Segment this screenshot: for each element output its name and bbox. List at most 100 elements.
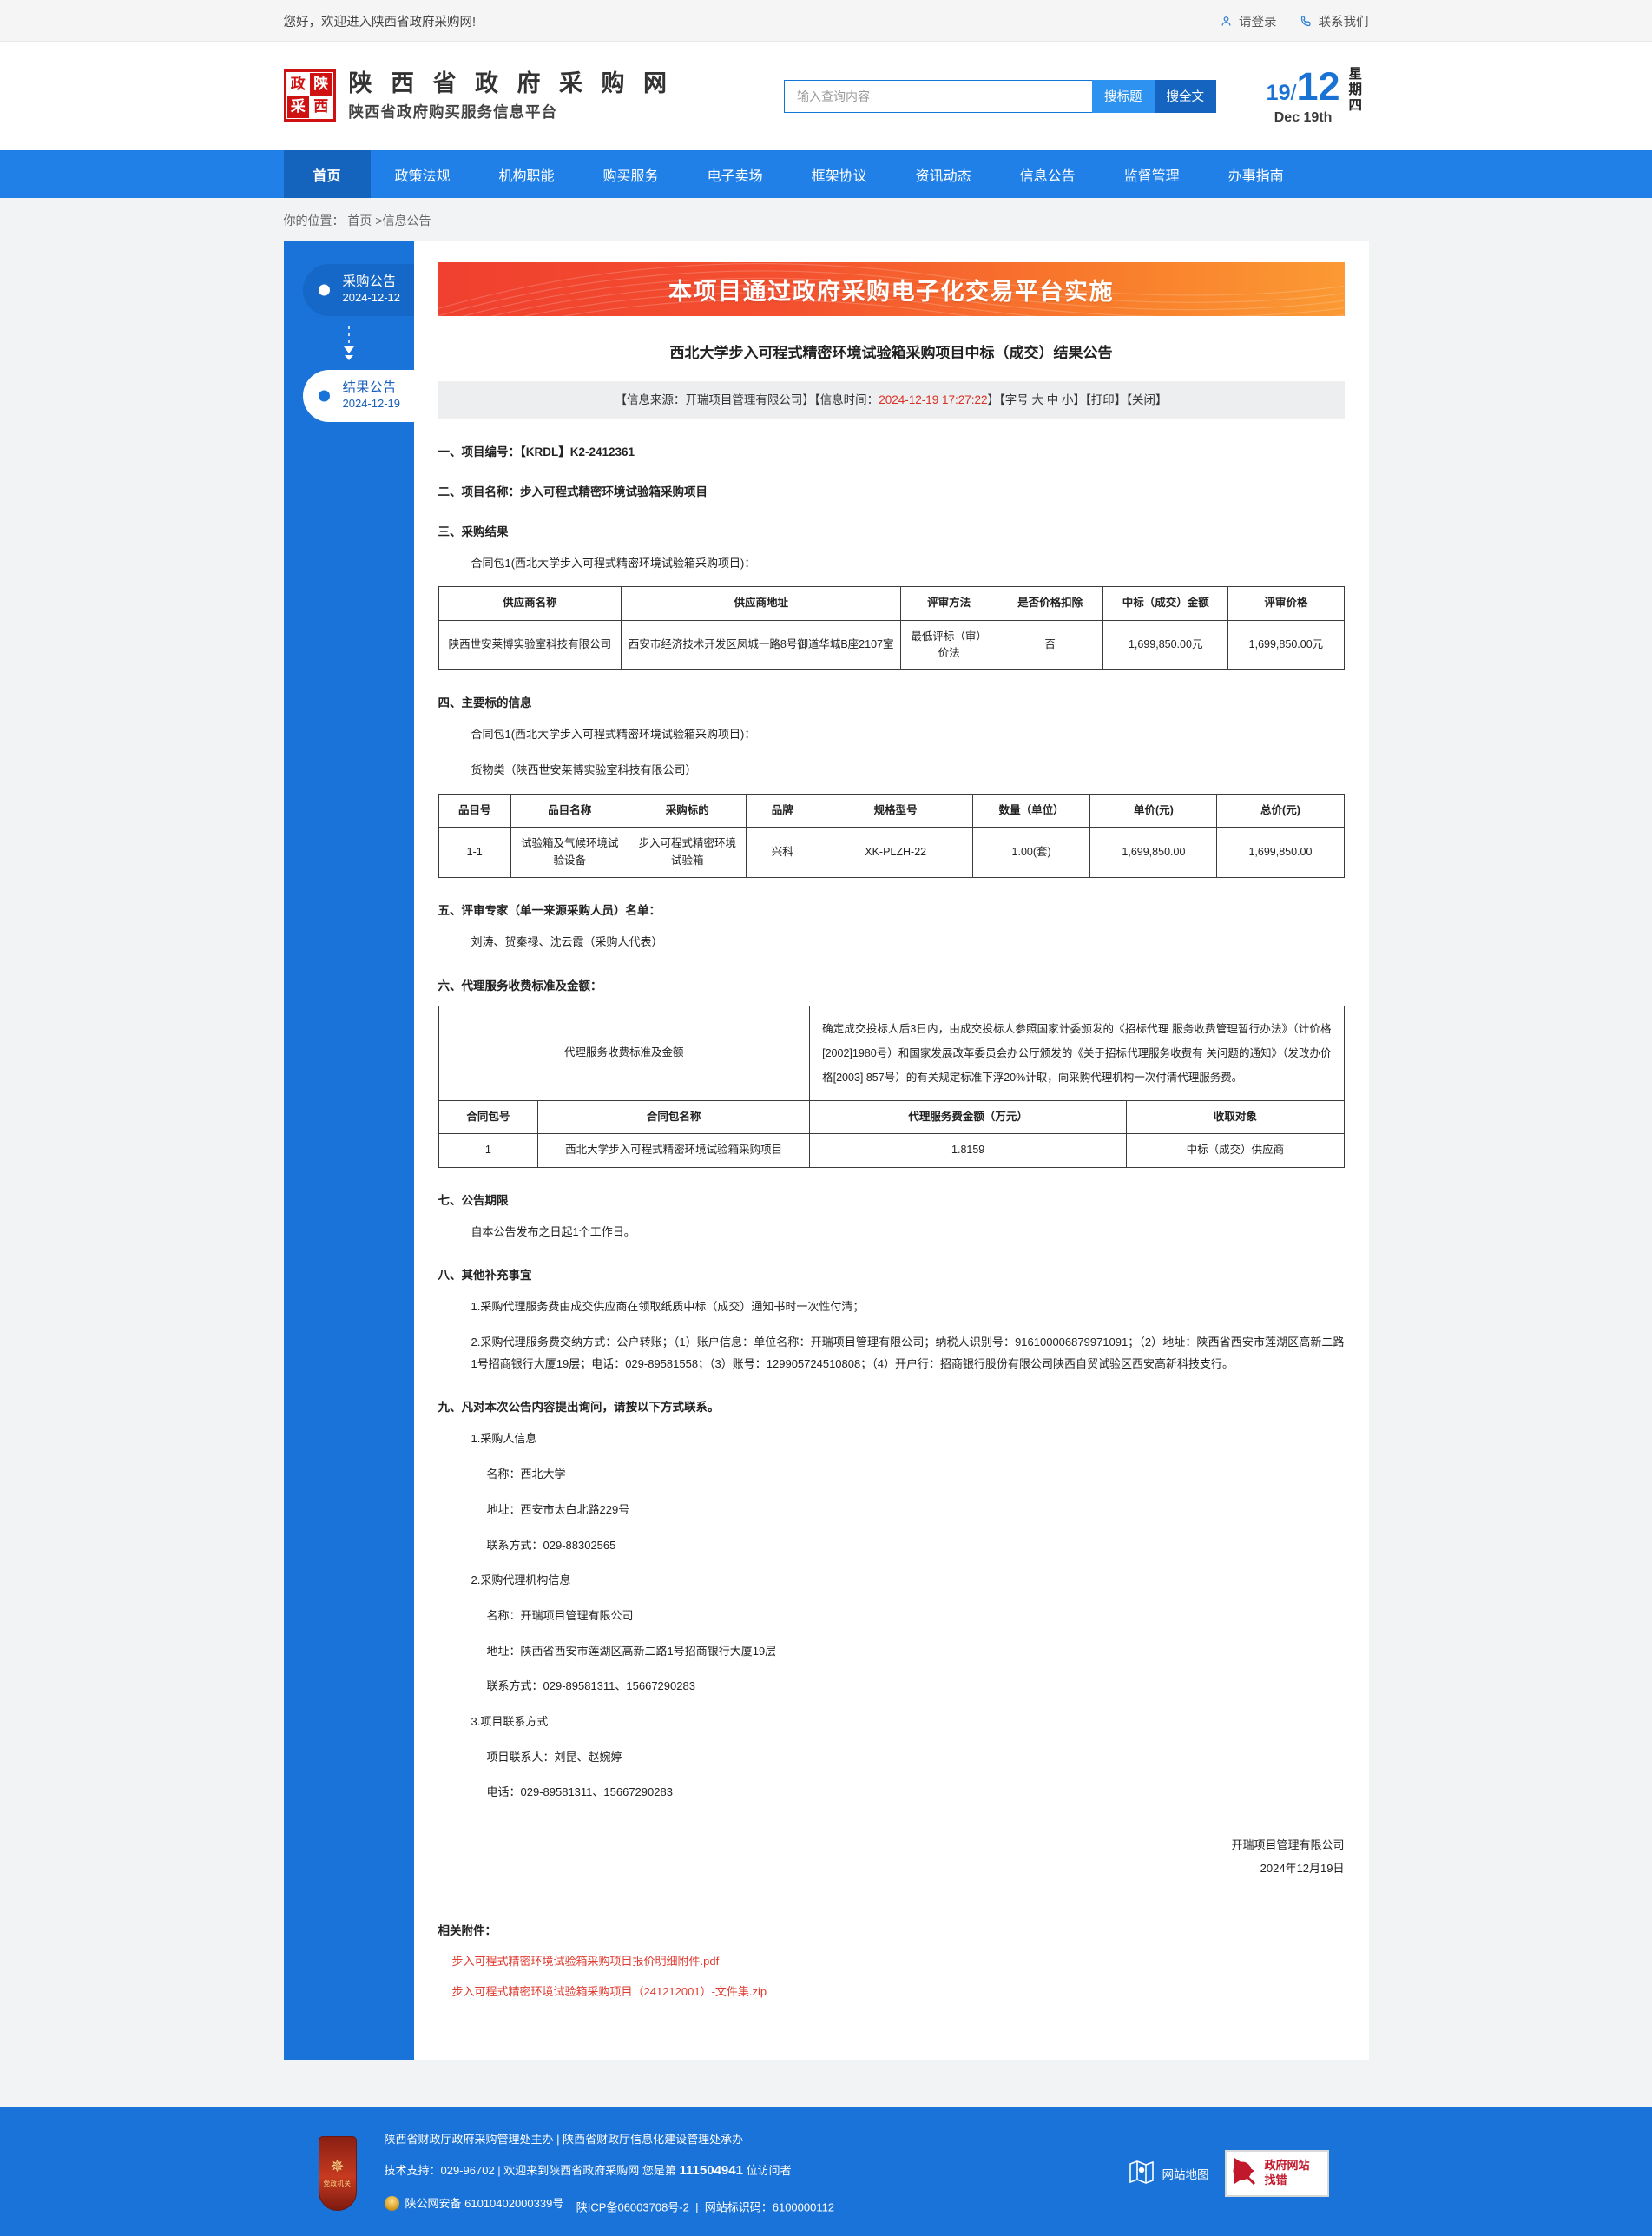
section-8-paragraph-2: 2.采购代理服务费交纳方式：公户转账；（1）账户信息：单位名称：开瑞项目管理有限… xyxy=(471,1336,1345,1370)
table-cell: 最低评标（审）价法 xyxy=(900,619,998,671)
column-header: 单价(元) xyxy=(1089,793,1218,828)
seal-icon: 政 陕 采 西 xyxy=(283,69,336,122)
search-title-button[interactable]: 搜标题 xyxy=(1092,79,1155,113)
section-5-heading: 五、评审专家（单一来源采购人员）名单： xyxy=(438,903,661,917)
page-body: 采购公告 2024-12-12 结果公告 2024-12-19 xyxy=(0,241,1652,2094)
nav-item-9[interactable]: 办事指南 xyxy=(1227,168,1284,184)
seal-char-1: 政 xyxy=(290,75,306,93)
fee-text-cell: 确定成交投标人后3日内，由成交投标人参照国家计委颁发的《招标代理 服务收费管理暂… xyxy=(809,1005,1345,1101)
nav-item-2[interactable]: 机构职能 xyxy=(498,168,555,184)
table-row: 陕西世安莱博实验室科技有限公司 西安市经济技术开发区凤城一路8号御道华城B座210… xyxy=(438,619,1345,671)
section-3-package: 合同包1(西北大学步入可程式精密环境试验箱采购项目)： xyxy=(471,556,756,570)
search-fulltext-button[interactable]: 搜全文 xyxy=(1154,79,1217,113)
nav-item-6[interactable]: 资讯动态 xyxy=(915,168,971,184)
meta-time-label: 【信息时间： xyxy=(813,393,879,406)
section-9-heading: 九、凡对本次公告内容提出询问，请按以下方式联系。 xyxy=(438,1401,720,1415)
nav-item-5[interactable]: 框架协议 xyxy=(811,168,867,184)
breadcrumb-prefix: 你的位置： xyxy=(283,214,345,228)
nav-item-3[interactable]: 购买服务 xyxy=(602,168,659,184)
site-logo[interactable]: 政 陕 采 西 陕 西 省 政 府 采 购 网 陕西省政府购买服务信息平台 xyxy=(283,69,674,122)
table-cell: XK-PLZH-22 xyxy=(818,827,973,878)
gov-badge-line1: 政府网站 xyxy=(1264,2159,1310,2173)
nav-item-4[interactable]: 电子卖场 xyxy=(707,168,763,184)
purchaser-info-heading: 1.采购人信息 xyxy=(471,1432,537,1446)
project-contact-phone: 电话：029-89581311、15667290283 xyxy=(486,1785,673,1799)
login-label: 请登录 xyxy=(1239,15,1277,30)
table-cell: 1,699,850.00元 xyxy=(1102,619,1229,671)
section-6-heading: 六、代理服务收费标准及金额： xyxy=(438,979,602,993)
footer-authority-line: 陕西省财政厅政府采购管理处主办 | 陕西省财政厅信息化建设管理处承办 xyxy=(384,2132,744,2146)
column-header: 代理服务费金额（万元） xyxy=(809,1099,1128,1135)
section-8-heading: 八、其他补充事宜 xyxy=(438,1269,532,1283)
meta-source-close: 】 xyxy=(802,393,814,406)
bullet-icon xyxy=(318,284,330,296)
meta-source-label: 【信息来源： xyxy=(615,393,686,406)
sitemap-label: 网站地图 xyxy=(1162,2167,1209,2181)
search-bar: 搜标题 搜全文 xyxy=(784,79,1217,113)
contact-link[interactable]: 联系我们 xyxy=(1300,12,1369,30)
fontsize-control[interactable]: 【字号 大 中 小】 xyxy=(999,393,1086,406)
section-4-category: 货物类（陕西世安莱博实验室科技有限公司） xyxy=(471,763,697,777)
table-cell: 西北大学步入可程式精密环境试验箱采购项目 xyxy=(537,1133,811,1168)
police-record-text: 陕公网安备 61010402000339号 xyxy=(405,2196,564,2210)
column-header: 评审方法 xyxy=(900,586,998,621)
attachments-heading: 相关附件： xyxy=(438,1923,497,1937)
date-slash: / xyxy=(1290,80,1297,105)
meta-time: 2024-12-19 17:27:22 xyxy=(879,393,988,406)
print-button[interactable]: 【打印】 xyxy=(1085,393,1127,406)
police-record-link[interactable]: 陕公网安备 61010402000339号 xyxy=(384,2195,564,2213)
table-header-row: 供应商名称 供应商地址 评审方法 是否价格扣除 中标（成交）金额 评审价格 xyxy=(438,586,1345,621)
login-link[interactable]: 请登录 xyxy=(1220,12,1277,30)
top-bar: 您好，欢迎进入陕西省政府采购网! 请登录 xyxy=(0,0,1652,42)
nav-item-7[interactable]: 信息公告 xyxy=(1019,168,1076,184)
breadcrumb-separator: > xyxy=(375,214,383,228)
attachment-link[interactable]: 步入可程式精密环境试验箱采购项目报价明细附件.pdf xyxy=(451,1954,720,1968)
close-button[interactable]: 【关闭】 xyxy=(1126,393,1168,406)
sitemap-link[interactable]: 网站地图 xyxy=(1129,2159,1209,2187)
agency-address: 地址：陕西省西安市莲湖区高新二路1号招商银行大厦19层 xyxy=(486,1644,777,1658)
breadcrumb-home[interactable]: 首页 xyxy=(347,214,372,228)
table-cell: 1.8159 xyxy=(809,1133,1128,1168)
column-header: 品牌 xyxy=(746,793,819,828)
table-cell: 陕西世安莱博实验室科技有限公司 xyxy=(438,619,622,671)
column-header: 中标（成交）金额 xyxy=(1102,586,1229,621)
seal-char-3: 采 xyxy=(286,96,309,119)
emblem-glyph: ✵ xyxy=(330,2157,345,2176)
sidebar-item-date: 2024-12-19 xyxy=(342,397,401,411)
breadcrumb-current: 信息公告 xyxy=(382,214,431,228)
sidebar-item-purchase-notice[interactable]: 采购公告 2024-12-12 xyxy=(302,264,414,316)
gov-website-report-badge[interactable]: 政府网站 找错 xyxy=(1224,2149,1329,2197)
column-header: 供应商地址 xyxy=(621,586,902,621)
column-header: 收取对象 xyxy=(1126,1099,1345,1135)
section-1-heading: 一、项目编号：【KRDL】K2-2412361 xyxy=(438,445,635,458)
sidebar-item-title: 结果公告 xyxy=(342,379,397,395)
nav-item-1[interactable]: 政策法规 xyxy=(394,168,451,184)
bullet-icon xyxy=(318,390,330,402)
project-contact-person: 项目联系人：刘昆、赵婉婷 xyxy=(486,1750,622,1764)
icp-link[interactable]: 陕ICP备06003708号-2 xyxy=(576,2200,689,2213)
meta-time-close: 】 xyxy=(987,393,1000,406)
section-8-paragraph-1: 1.采购代理服务费由成交供应商在领取纸质中标（成交）通知书时一次性付清； xyxy=(471,1300,865,1314)
section-5-experts: 刘涛、贺秦禄、沈云霞（采购人代表） xyxy=(471,934,663,948)
nav-item-8[interactable]: 监督管理 xyxy=(1123,168,1180,184)
notice-content: 本项目通过政府采购电子化交易平台实施 西北大学步入可程式精密环境试验箱采购项目中… xyxy=(413,241,1369,2060)
date-english: Dec 19th xyxy=(1274,109,1333,125)
phone-icon xyxy=(1300,15,1313,28)
table-cell: 兴科 xyxy=(746,827,819,878)
sidebar-item-date: 2024-12-12 xyxy=(342,291,401,305)
arrow-down-icon xyxy=(284,316,414,370)
sidebar-item-result-notice[interactable]: 结果公告 2024-12-19 xyxy=(302,370,414,422)
footer-record-line: 陕公网安备 61010402000339号 陕ICP备06003708号-2 |… xyxy=(384,2195,834,2216)
nav-item-0[interactable]: 首页 xyxy=(283,150,371,198)
table-cell: 试验箱及气候环境试验设备 xyxy=(510,827,629,878)
footer-support-line: 技术支持：029-96702 | 欢迎来到陕西省政府采购网 您是第 111504… xyxy=(385,2161,835,2181)
magnifier-icon xyxy=(1232,2154,1261,2192)
section-7-heading: 七、公告期限 xyxy=(438,1193,509,1207)
search-input[interactable] xyxy=(784,79,1093,113)
gov-badge-line2: 找错 xyxy=(1264,2173,1287,2187)
map-icon xyxy=(1129,2159,1154,2187)
welcome-text: 您好，欢迎进入陕西省政府采购网! xyxy=(283,15,477,30)
attachment-link[interactable]: 步入可程式精密环境试验箱采购项目（241212001）-文件集.zip xyxy=(451,1984,767,1998)
section-3-heading: 三、采购结果 xyxy=(438,524,509,538)
